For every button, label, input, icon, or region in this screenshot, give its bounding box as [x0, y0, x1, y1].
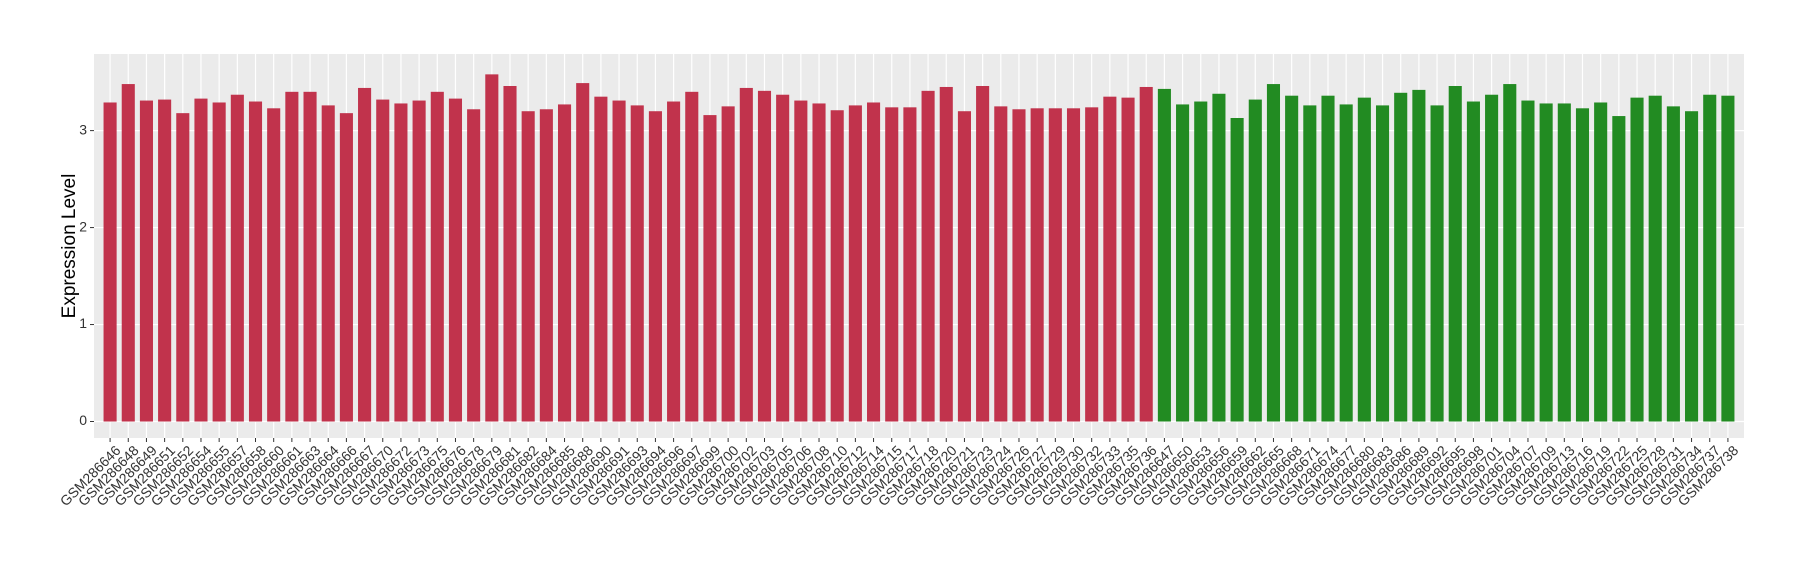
bar — [1466, 101, 1480, 422]
bar — [1485, 94, 1499, 422]
bar — [1103, 96, 1117, 422]
bar — [1375, 105, 1390, 422]
bar — [685, 91, 699, 422]
bar — [1630, 97, 1644, 422]
bar — [1066, 108, 1081, 422]
bar — [1685, 111, 1699, 422]
bar — [103, 102, 117, 422]
bar — [1648, 95, 1662, 422]
bar — [1157, 88, 1171, 422]
bar — [467, 109, 481, 422]
bar — [1412, 89, 1426, 422]
bar — [376, 99, 390, 422]
bar — [976, 86, 990, 422]
bar — [612, 100, 626, 422]
bar — [521, 111, 535, 422]
bar — [448, 98, 463, 422]
bar — [1575, 108, 1590, 422]
bar — [739, 87, 753, 422]
bar — [1303, 105, 1317, 422]
bar — [1503, 84, 1517, 422]
bar — [194, 98, 208, 422]
bar — [394, 103, 408, 422]
bar — [830, 110, 844, 422]
bar — [485, 74, 499, 422]
bar — [630, 105, 644, 422]
bar — [594, 96, 608, 422]
bar — [1212, 93, 1226, 422]
bar — [1248, 99, 1262, 422]
bar — [557, 104, 572, 422]
bar — [648, 111, 662, 422]
bar — [957, 111, 971, 422]
bar — [1539, 103, 1553, 422]
bar — [1266, 84, 1281, 422]
bar — [885, 107, 899, 422]
bar — [321, 105, 335, 422]
bar — [176, 113, 190, 422]
bar — [139, 100, 153, 422]
y-axis-label: Expression Level — [59, 174, 80, 319]
bar — [1612, 116, 1626, 422]
bar — [1357, 97, 1371, 422]
bar — [339, 113, 353, 422]
bar — [776, 94, 790, 422]
bar — [430, 91, 444, 422]
bar — [794, 100, 808, 422]
bar — [212, 102, 226, 422]
bar — [1430, 105, 1444, 422]
bar — [757, 90, 772, 422]
bar — [939, 86, 953, 422]
y-tick-label: 0 — [79, 412, 87, 428]
bar — [1230, 118, 1244, 422]
bar — [1721, 95, 1735, 422]
bar — [1012, 109, 1026, 422]
bar — [703, 115, 717, 422]
bar — [267, 108, 281, 422]
bar — [1521, 100, 1535, 422]
bar — [1557, 103, 1571, 422]
bar — [1394, 92, 1408, 422]
bar — [230, 94, 244, 422]
bar — [412, 100, 426, 422]
bar — [1121, 97, 1135, 422]
bar — [158, 99, 172, 422]
bar — [1703, 94, 1717, 422]
bar — [1048, 108, 1062, 422]
bar — [867, 102, 881, 422]
bar — [1666, 106, 1680, 422]
bar — [994, 106, 1008, 422]
bar — [303, 91, 317, 422]
bar — [903, 107, 917, 422]
y-tick-label: 1 — [79, 315, 87, 331]
bar — [1030, 108, 1044, 422]
bar — [1285, 95, 1299, 422]
bar — [848, 105, 862, 422]
y-tick-label: 3 — [79, 121, 87, 137]
bar — [503, 86, 517, 422]
bar — [576, 83, 590, 422]
bar — [358, 87, 372, 422]
bar — [1339, 104, 1353, 422]
bar — [667, 101, 681, 422]
bar — [121, 84, 135, 422]
bar — [1448, 86, 1462, 422]
bar — [812, 103, 826, 422]
bar — [1594, 102, 1608, 422]
bar — [285, 91, 299, 422]
bar — [721, 106, 735, 422]
y-tick-label: 2 — [79, 218, 87, 234]
bar — [1085, 107, 1099, 422]
bar — [1139, 86, 1153, 422]
bar — [1176, 104, 1190, 422]
bar — [539, 109, 553, 422]
bar — [248, 101, 263, 422]
bar — [1321, 95, 1335, 422]
bar — [1194, 101, 1208, 422]
bar — [921, 90, 935, 422]
